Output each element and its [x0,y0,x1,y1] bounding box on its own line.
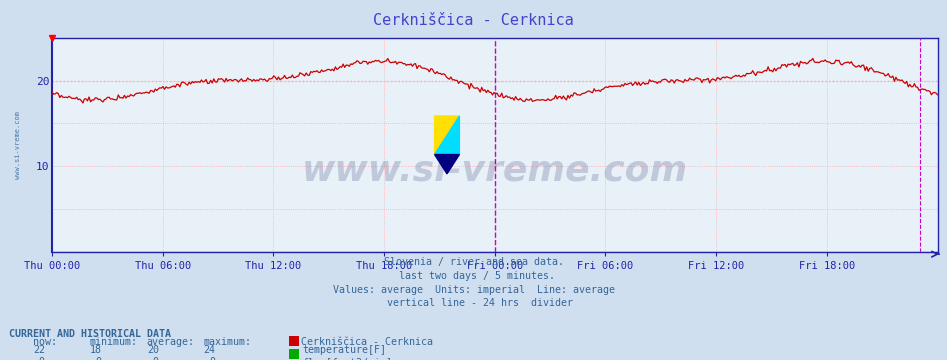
Text: 0: 0 [90,357,102,360]
Text: 0: 0 [147,357,159,360]
Text: www.si-vreme.com: www.si-vreme.com [15,111,22,179]
Text: Slovenia / river and sea data.: Slovenia / river and sea data. [384,257,563,267]
Text: 22: 22 [33,345,45,355]
Text: last two days / 5 minutes.: last two days / 5 minutes. [392,271,555,281]
Text: 20: 20 [147,345,159,355]
Text: Cerkniščica - Cerknica: Cerkniščica - Cerknica [289,337,433,347]
Text: average:: average: [147,337,195,347]
Text: 0: 0 [204,357,216,360]
Text: 0: 0 [33,357,45,360]
Polygon shape [435,116,459,154]
Text: Values: average  Units: imperial  Line: average: Values: average Units: imperial Line: av… [332,285,615,295]
Text: vertical line - 24 hrs  divider: vertical line - 24 hrs divider [374,298,573,309]
Polygon shape [435,154,459,174]
Text: CURRENT AND HISTORICAL DATA: CURRENT AND HISTORICAL DATA [9,329,171,339]
Text: 24: 24 [204,345,216,355]
Text: now:: now: [33,337,57,347]
Text: flow[foot3/min]: flow[foot3/min] [302,357,392,360]
Polygon shape [435,116,459,154]
Text: 18: 18 [90,345,102,355]
Text: temperature[F]: temperature[F] [302,345,386,355]
Text: www.si-vreme.com: www.si-vreme.com [302,154,688,188]
Text: maximum:: maximum: [204,337,252,347]
Text: minimum:: minimum: [90,337,138,347]
Text: Cerkniščica - Cerknica: Cerkniščica - Cerknica [373,13,574,28]
